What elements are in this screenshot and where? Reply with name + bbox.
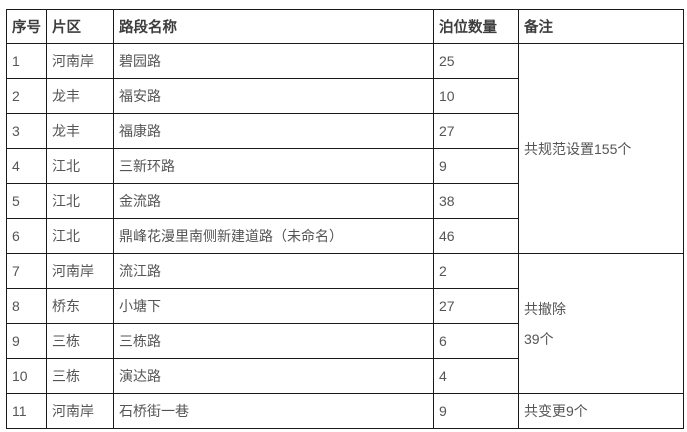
cell-district: 龙丰 <box>46 113 114 149</box>
cell-district: 河南岸 <box>46 253 114 289</box>
cell-no: 9 <box>6 323 47 359</box>
cell-district: 江北 <box>46 183 114 219</box>
cell-count: 38 <box>433 183 519 219</box>
cell-district: 三栋 <box>46 358 114 394</box>
cell-no: 7 <box>6 253 47 289</box>
cell-remark-group2: 共撤除 39个 <box>518 253 684 394</box>
table-row: 1 河南岸 碧园路 25 共规范设置155个 <box>6 43 684 254</box>
cell-district: 江北 <box>46 218 114 254</box>
table-row: 7 河南岸 流江路 2 共撤除 39个 <box>6 253 684 394</box>
cell-road: 碧园路 <box>113 43 434 79</box>
parking-berth-table: 序号 片区 路段名称 泊位数量 备注 1 河南岸 碧园路 25 共规范设置155… <box>6 9 684 429</box>
cell-no: 2 <box>6 78 47 114</box>
cell-road: 福安路 <box>113 78 434 114</box>
cell-count: 46 <box>433 218 519 254</box>
table-row: 4 江北 三新环路 9 <box>6 148 684 184</box>
cell-no: 4 <box>6 148 47 184</box>
cell-road: 金流路 <box>113 183 434 219</box>
col-header-road: 路段名称 <box>113 9 434 44</box>
cell-count: 25 <box>433 43 519 79</box>
cell-no: 8 <box>6 288 47 324</box>
cell-road: 福康路 <box>113 113 434 149</box>
remark-line-1: 共撤除 <box>524 300 566 317</box>
cell-district: 江北 <box>46 148 114 184</box>
cell-count: 6 <box>433 323 519 359</box>
parking-table-container: 序号 片区 路段名称 泊位数量 备注 1 河南岸 碧园路 25 共规范设置155… <box>6 9 684 429</box>
cell-road: 三新环路 <box>113 148 434 184</box>
cell-no: 1 <box>6 43 47 79</box>
cell-count: 9 <box>433 393 519 429</box>
cell-no: 11 <box>6 393 47 429</box>
cell-road: 鼎峰花漫里南侧新建道路（未命名） <box>113 218 434 254</box>
cell-remark-group1: 共规范设置155个 <box>518 43 684 254</box>
cell-no: 5 <box>6 183 47 219</box>
cell-road: 三栋路 <box>113 323 434 359</box>
header-row: 序号 片区 路段名称 泊位数量 备注 <box>6 9 684 44</box>
table-row: 10 三栋 演达路 4 <box>6 358 684 394</box>
remark-line-2: 39个 <box>524 330 554 347</box>
cell-road: 石桥街一巷 <box>113 393 434 429</box>
cell-district: 桥东 <box>46 288 114 324</box>
table-row: 2 龙丰 福安路 10 <box>6 78 684 114</box>
cell-road: 小塘下 <box>113 288 434 324</box>
cell-count: 2 <box>433 253 519 289</box>
cell-count: 10 <box>433 78 519 114</box>
col-header-district: 片区 <box>46 9 114 44</box>
cell-count: 27 <box>433 113 519 149</box>
table-row: 9 三栋 三栋路 6 <box>6 323 684 359</box>
cell-remark-group3: 共变更9个 <box>518 393 684 429</box>
cell-district: 河南岸 <box>46 393 114 429</box>
cell-count: 9 <box>433 148 519 184</box>
cell-no: 3 <box>6 113 47 149</box>
cell-count: 4 <box>433 358 519 394</box>
cell-district: 龙丰 <box>46 78 114 114</box>
col-header-no: 序号 <box>6 9 47 44</box>
table-row: 3 龙丰 福康路 27 <box>6 113 684 149</box>
cell-road: 流江路 <box>113 253 434 289</box>
table-row: 11 河南岸 石桥街一巷 9 共变更9个 <box>6 393 684 429</box>
col-header-count: 泊位数量 <box>433 9 519 44</box>
table-row: 5 江北 金流路 38 <box>6 183 684 219</box>
col-header-remark: 备注 <box>518 9 684 44</box>
cell-district: 三栋 <box>46 323 114 359</box>
cell-district: 河南岸 <box>46 43 114 79</box>
cell-no: 6 <box>6 218 47 254</box>
cell-count: 27 <box>433 288 519 324</box>
cell-road: 演达路 <box>113 358 434 394</box>
cell-no: 10 <box>6 358 47 394</box>
